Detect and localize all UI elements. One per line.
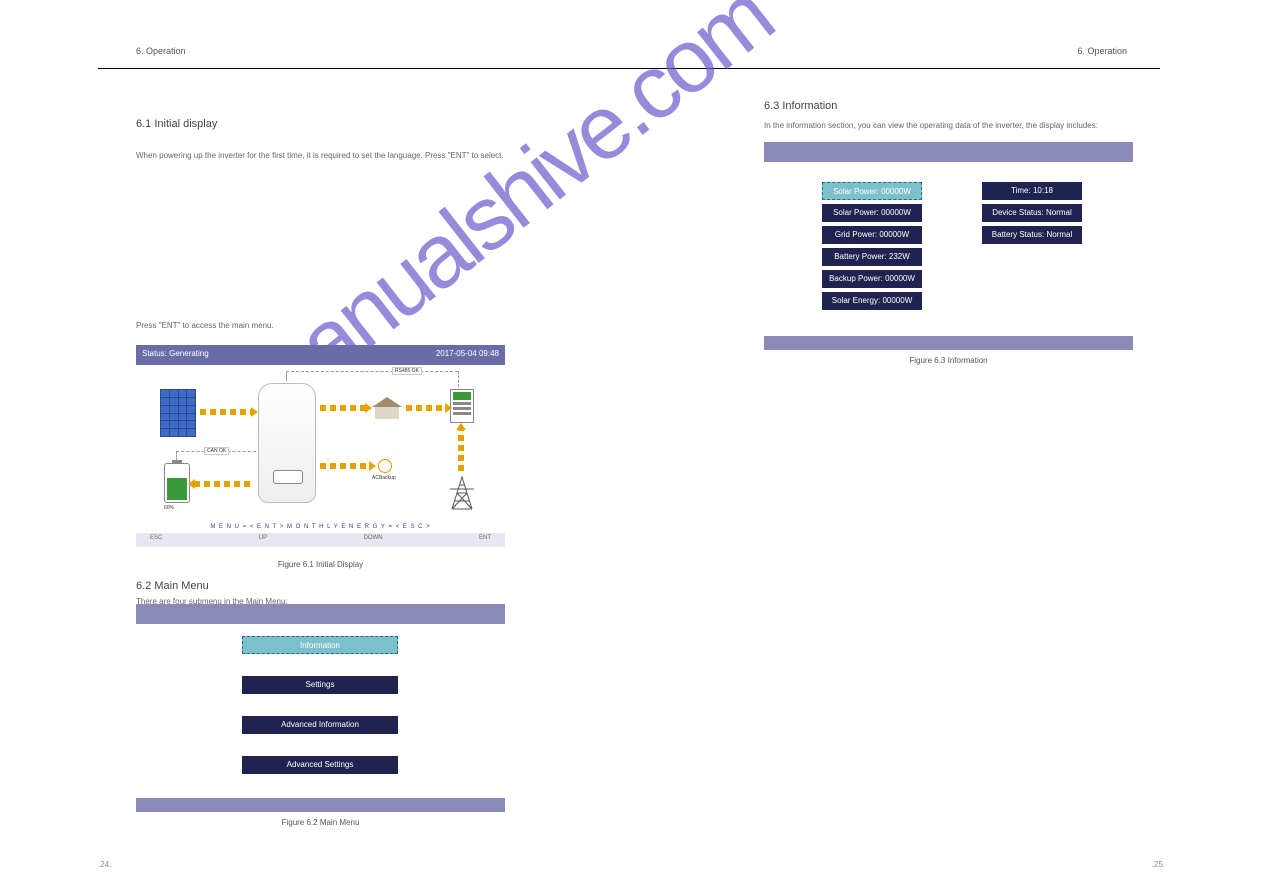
- can-label: CAN OK: [204, 447, 229, 455]
- nav-esc[interactable]: ESC: [150, 535, 162, 545]
- arrow-inv-to-backup: [320, 463, 370, 469]
- figure-6-1: Status: Generating 2017-05-04 09:48 60%: [136, 345, 505, 553]
- nav-ent[interactable]: ENT: [479, 535, 491, 545]
- info-l1[interactable]: Solar Power: 00000W: [822, 204, 922, 222]
- figure-6-1-caption: Figure 6.1 Initial Display: [136, 560, 505, 569]
- info-l5[interactable]: Solar Energy: 00000W: [822, 292, 922, 310]
- menu-advanced-information[interactable]: Advanced Information: [242, 716, 398, 734]
- section-6-3-intro: In the information section, you can view…: [764, 120, 1144, 132]
- section-6-2-title: 6.2 Main Menu: [136, 580, 209, 592]
- rs485-label: RS485 OK: [392, 367, 422, 375]
- figure-6-3: Solar Power: 00000W Solar Power: 00000W …: [764, 142, 1133, 350]
- section-6-1-title: 6.1 Initial display: [136, 118, 217, 130]
- info-r0[interactable]: Time: 10:18: [982, 182, 1082, 200]
- rs485-line-v: [286, 371, 287, 381]
- page-number-right: .25.: [1152, 860, 1165, 869]
- header-left: 6. Operation: [136, 46, 186, 56]
- info-r1[interactable]: Device Status: Normal: [982, 204, 1082, 222]
- status-label: Status: Generating: [142, 349, 209, 361]
- section-6-1-intro: When powering up the inverter for the fi…: [136, 150, 516, 162]
- menu-hint: M E N U = < E N T > M O N T H L Y E N E …: [136, 524, 505, 530]
- datetime-label: 2017-05-04 09:48: [436, 349, 499, 361]
- info-l4[interactable]: Backup Power: 00000W: [822, 270, 922, 288]
- grid-tower-icon: [448, 475, 476, 511]
- lightbulb-icon: [378, 459, 392, 473]
- arrow-house-to-meter: [406, 405, 446, 411]
- arrow-meter-to-grid: [458, 429, 464, 471]
- header-right: 6. Operation: [1077, 46, 1127, 56]
- divider: [98, 68, 1160, 69]
- battery-pct: 60%: [164, 505, 174, 511]
- arrow-inv-to-house: [320, 405, 366, 411]
- nav-up[interactable]: UP: [259, 535, 267, 545]
- info-l2[interactable]: Grid Power: 00000W: [822, 226, 922, 244]
- menu-advanced-settings[interactable]: Advanced Settings: [242, 756, 398, 774]
- nav-down[interactable]: DOWN: [364, 535, 383, 545]
- section-6-3-title: 6.3 Information: [764, 100, 837, 112]
- page-number-left: .24.: [98, 860, 111, 869]
- rs485-line-v2: [458, 371, 459, 387]
- rs485-line-h: [286, 371, 458, 372]
- info-l3[interactable]: Battery Power: 232W: [822, 248, 922, 266]
- can-line-v: [176, 451, 177, 461]
- menu-settings[interactable]: Settings: [242, 676, 398, 694]
- acbackup-label: ACBackup: [372, 475, 396, 481]
- info-r2[interactable]: Battery Status: Normal: [982, 226, 1082, 244]
- menu-information[interactable]: Information: [242, 636, 398, 654]
- arrow-bat-to-inv: [194, 481, 254, 487]
- info-l0[interactable]: Solar Power: 00000W: [822, 182, 922, 200]
- battery-icon: [164, 463, 190, 503]
- arrow-solar-to-inv: [200, 409, 252, 415]
- figure-6-2-caption: Figure 6.2 Main Menu: [136, 818, 505, 827]
- inverter-icon: [258, 383, 316, 503]
- solar-panel-icon: [160, 389, 196, 437]
- meter-icon: [450, 389, 474, 423]
- section-6-1-below: Press "ENT" to access the main menu.: [136, 320, 516, 332]
- figure-6-2: Information Settings Advanced Informatio…: [136, 604, 505, 812]
- figure-6-3-caption: Figure 6.3 Information: [764, 356, 1133, 365]
- house-icon: [372, 397, 402, 419]
